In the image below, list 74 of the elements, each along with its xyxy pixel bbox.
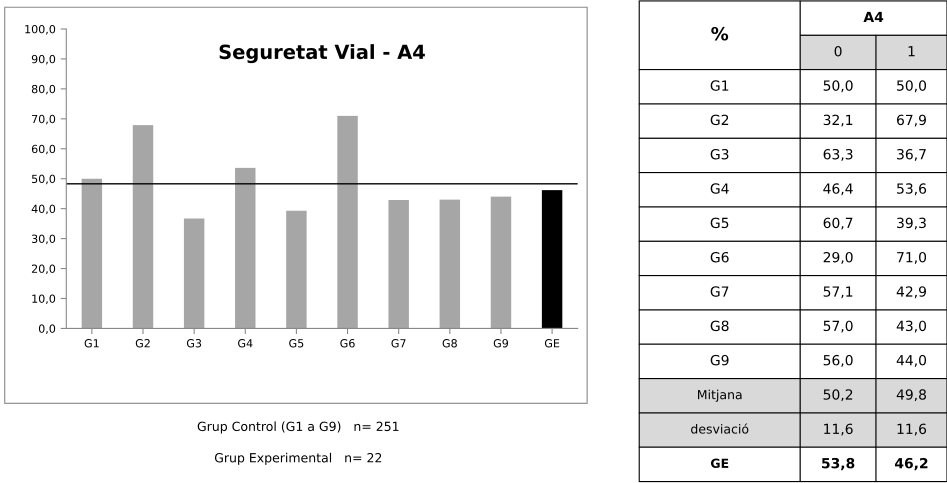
y-tick-label: 100,0	[25, 24, 56, 34]
text: G5	[710, 218, 728, 228]
text: 43,0	[896, 320, 926, 333]
text: 11,6	[824, 424, 853, 436]
text: 50,2	[824, 389, 852, 402]
text: 57,1	[824, 286, 852, 298]
text: G2	[710, 114, 728, 126]
x-tick-label: GE	[544, 339, 560, 348]
text: 49,8	[896, 389, 926, 402]
text: G4	[710, 183, 729, 194]
bar	[132, 125, 154, 328]
text: 46,4	[823, 183, 853, 196]
text: 44,0	[896, 354, 926, 367]
x-tick-label: G2	[136, 339, 150, 348]
text: 67,9	[896, 114, 926, 127]
x-tick-label: G1	[84, 339, 99, 348]
y-tick-label: 60,0	[32, 144, 56, 154]
text: desviació	[691, 424, 748, 434]
text: G6	[710, 252, 729, 262]
x-tick-label: G6	[340, 339, 355, 348]
bar	[184, 218, 204, 328]
text: 63,3	[824, 148, 852, 161]
text: %	[711, 26, 728, 41]
y-tick-label: 10,0	[32, 294, 56, 304]
text: 50,0	[824, 80, 853, 92]
text: 50,0	[897, 80, 926, 92]
y-tick-label: 30,0	[32, 234, 56, 244]
text: G8	[710, 320, 729, 332]
text: 56,0	[824, 354, 853, 367]
x-tick-label: G3	[186, 339, 202, 348]
bar	[542, 190, 562, 328]
y-tick-label: 20,0	[32, 264, 56, 274]
text: 1	[908, 46, 915, 56]
text: 46,2	[894, 458, 928, 470]
y-tick-label: 40,0	[32, 204, 56, 214]
text: 53,6	[897, 183, 926, 196]
bar	[82, 178, 102, 328]
text: 36,7	[897, 148, 926, 161]
text: 32,1	[824, 114, 852, 127]
text: Grup Control (G1 a G9) n= 251	[198, 421, 398, 434]
text: 53,8	[822, 458, 854, 470]
text: 42,9	[896, 286, 926, 298]
text: 57,0	[824, 320, 853, 333]
bar	[235, 168, 256, 328]
bar	[440, 200, 460, 328]
text: A4	[863, 12, 884, 22]
text: 29,0	[824, 252, 853, 264]
bar	[337, 116, 358, 328]
x-tick-label: G8	[442, 339, 457, 348]
x-tick-label: G9	[494, 339, 508, 348]
bar	[388, 200, 409, 328]
text: 11,6	[898, 424, 926, 436]
text: G3	[710, 148, 728, 160]
text: Mitjana	[698, 390, 742, 402]
text: 39,3	[897, 218, 926, 230]
text: G9	[710, 354, 729, 366]
text: G7	[710, 286, 728, 297]
bar	[286, 210, 307, 328]
y-tick-label: 70,0	[32, 114, 56, 124]
x-tick-label: G7	[391, 339, 406, 348]
y-tick-label: 0,0	[38, 324, 56, 334]
text: G1	[710, 80, 728, 91]
text: Seguretat Vial - A4	[220, 44, 425, 64]
x-tick-label: G4	[238, 339, 252, 348]
x-tick-label: G5	[289, 339, 304, 348]
y-tick-label: 80,0	[32, 84, 56, 94]
bar	[490, 196, 512, 328]
text: Grup Experimental n= 22	[214, 452, 382, 465]
text: GE	[710, 458, 728, 468]
y-tick-label: 90,0	[32, 54, 56, 64]
text: 60,7	[824, 218, 852, 230]
y-tick-label: 50,0	[32, 174, 56, 184]
text: 71,0	[897, 252, 926, 264]
text: 0	[834, 46, 842, 56]
